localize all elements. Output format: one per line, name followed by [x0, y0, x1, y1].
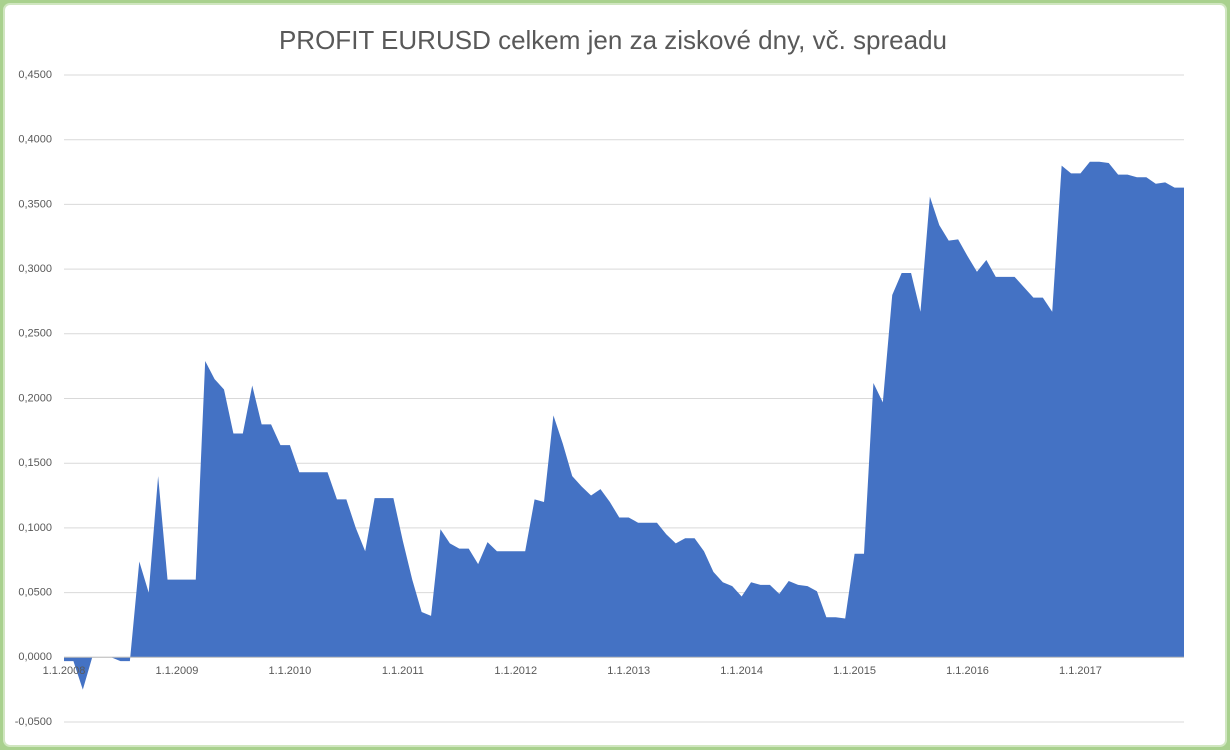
x-tick-label: 1.1.2010 [268, 665, 311, 677]
y-tick-label: 0,3500 [18, 198, 52, 210]
x-tick-label: 1.1.2017 [1059, 665, 1102, 677]
y-tick-label: 0,0500 [18, 587, 52, 599]
x-tick-label: 1.1.2009 [156, 665, 199, 677]
chart-title: PROFIT EURUSD celkem jen za ziskové dny,… [279, 25, 947, 55]
y-tick-label: -0,0500 [15, 716, 52, 728]
x-tick-label: 1.1.2014 [720, 665, 763, 677]
y-tick-label: 0,1500 [18, 457, 52, 469]
x-tick-label: 1.1.2011 [382, 665, 424, 677]
y-tick-label: 0,4000 [18, 134, 52, 146]
x-tick-label: 1.1.2012 [494, 665, 537, 677]
x-tick-label: 1.1.2008 [43, 665, 86, 677]
y-tick-label: 0,1000 [18, 522, 52, 534]
x-tick-label: 1.1.2016 [946, 665, 989, 677]
y-tick-label: 0,0000 [18, 651, 52, 663]
area [64, 161, 1184, 690]
y-tick-label: 0,4500 [18, 69, 52, 81]
y-tick-label: 0,3000 [18, 263, 52, 275]
y-tick-label: 0,2000 [18, 392, 52, 404]
x-tick-label: 1.1.2015 [833, 665, 876, 677]
x-tick-label: 1.1.2013 [607, 665, 650, 677]
y-tick-label: 0,2500 [18, 328, 52, 340]
